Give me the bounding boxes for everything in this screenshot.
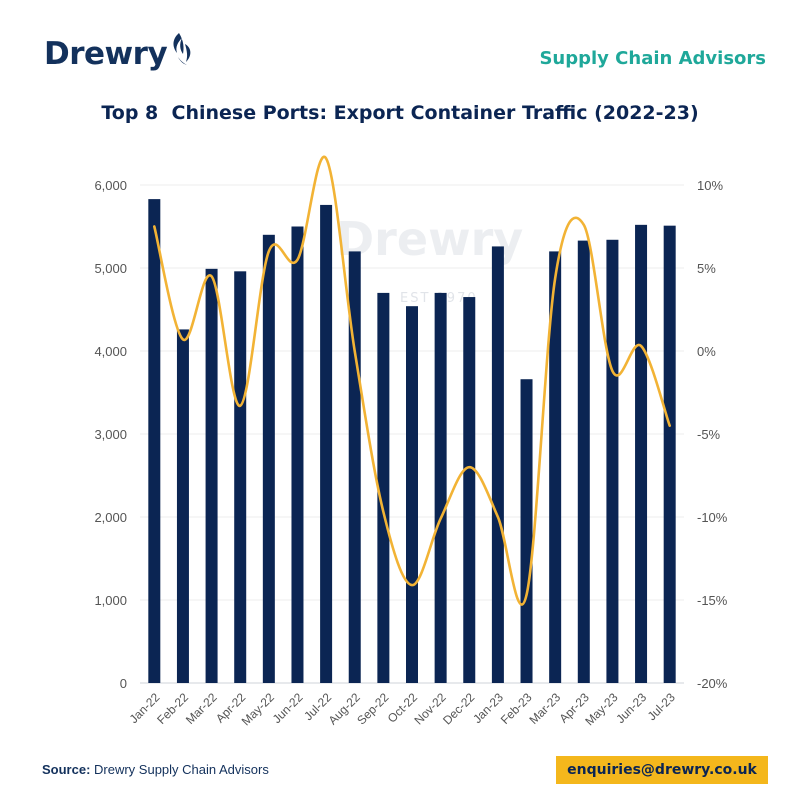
bar — [348, 251, 361, 683]
email-badge[interactable]: enquiries@drewry.co.uk — [556, 756, 768, 784]
bar — [463, 297, 476, 683]
bar — [176, 329, 189, 683]
x-tick-label: Jun-22 — [270, 690, 306, 726]
bar — [291, 226, 304, 683]
y2-tick-label: -15% — [697, 593, 728, 608]
y-tick-label: 0 — [120, 676, 127, 691]
bar — [406, 306, 418, 683]
x-tick-label: Jul-23 — [645, 690, 678, 723]
x-tick-label: Mar-22 — [183, 690, 220, 727]
bar — [520, 379, 533, 683]
y2-tick-label: -20% — [697, 676, 728, 691]
bar — [491, 246, 504, 684]
x-tick-label: Jun-23 — [613, 690, 649, 726]
x-tick-label: Feb-23 — [498, 690, 535, 727]
flame-icon — [173, 33, 191, 65]
bar-series — [148, 199, 676, 684]
bar — [205, 268, 218, 683]
chart: 0 1,000 2,000 3,000 4,000 5,000 6,000 -20% -15%… — [94, 155, 728, 728]
y2-tick-label: 5% — [697, 261, 716, 276]
chart-title: Top 8 Chinese Ports: Export Container Tr… — [101, 102, 699, 124]
y2-tick-label: 0% — [697, 344, 716, 359]
line-path — [153, 155, 671, 606]
bar — [635, 224, 648, 683]
bar — [148, 199, 161, 684]
y-tick-label: 6,000 — [94, 178, 127, 193]
bar — [434, 292, 447, 683]
x-tick-label: Sep-22 — [354, 690, 391, 727]
y2-tick-label: 10% — [697, 178, 723, 193]
email-link[interactable]: enquiries@drewry.co.uk — [567, 762, 757, 778]
y-tick-label: 1,000 — [94, 593, 127, 608]
x-tick-label: Feb-22 — [154, 690, 191, 727]
y2-tick-label: -10% — [697, 510, 728, 525]
bar — [234, 271, 247, 683]
y-tick-label: 4,000 — [94, 344, 127, 359]
y2-tick-label: -5% — [697, 427, 721, 442]
source-note: Source: Drewry Supply Chain Advisors — [42, 762, 269, 777]
source-text: Drewry Supply Chain Advisors — [90, 762, 269, 777]
x-axis: Jan-22Feb-22Mar-22Apr-22May-22Jun-22Jul-… — [127, 690, 678, 728]
line-series — [153, 155, 671, 606]
y-tick-label: 2,000 — [94, 510, 127, 525]
x-tick-label: May-23 — [582, 690, 620, 728]
bar — [663, 225, 676, 684]
tagline: Supply Chain Advisors — [539, 48, 766, 69]
source-label: Source: — [42, 762, 91, 777]
bar — [549, 251, 562, 683]
logo-text: Drewry — [44, 36, 168, 72]
x-tick-label: May-22 — [239, 690, 277, 728]
y-axis-right: -20% -15% -10% -5% 0% 5% 10% — [697, 178, 728, 691]
bar — [377, 292, 390, 683]
y-tick-label: 3,000 — [94, 427, 127, 442]
bar — [606, 239, 619, 683]
bar — [320, 204, 333, 684]
y-axis-left: 0 1,000 2,000 3,000 4,000 5,000 6,000 — [94, 178, 127, 691]
x-tick-label: Mar-23 — [526, 690, 563, 727]
bar — [262, 234, 275, 684]
bar — [577, 240, 590, 684]
x-tick-label: Dec-22 — [440, 690, 477, 727]
drewry-logo: Drewry — [44, 33, 194, 72]
y-tick-label: 5,000 — [94, 261, 127, 276]
